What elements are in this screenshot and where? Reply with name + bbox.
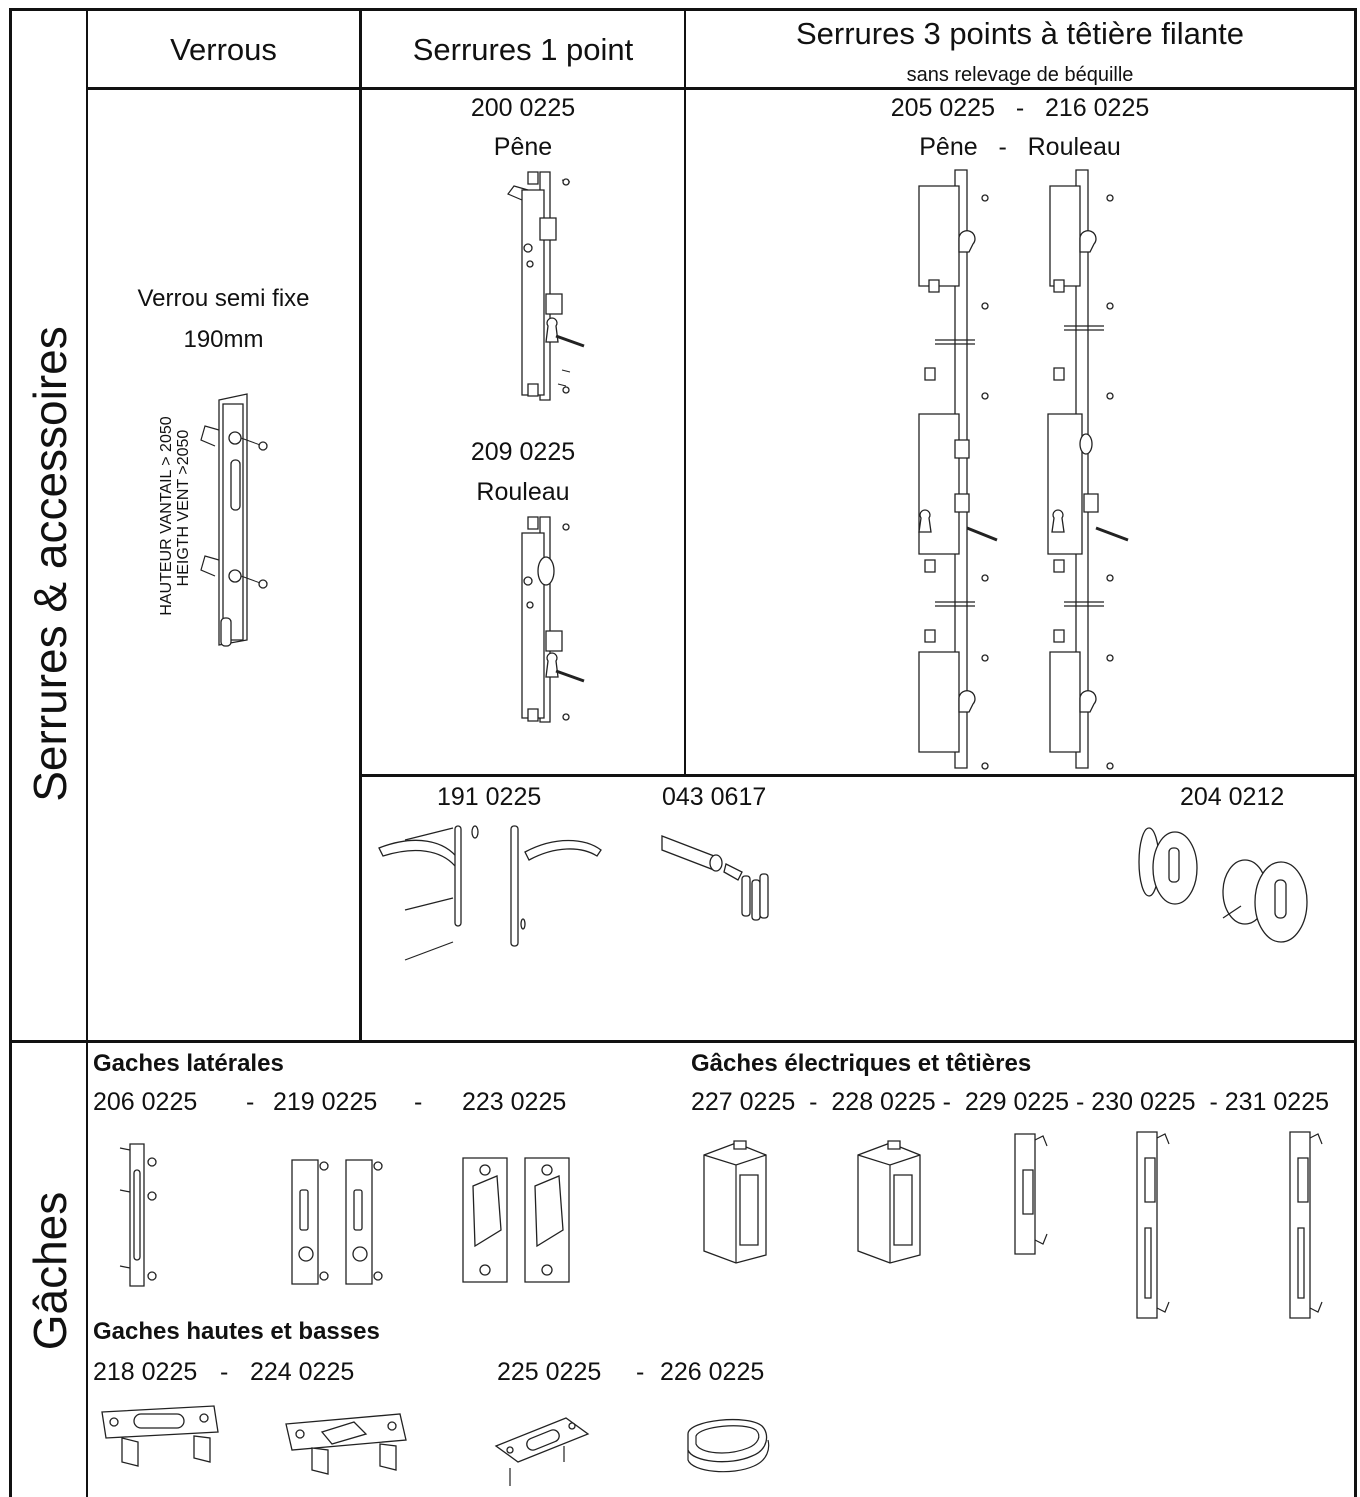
rosettes-drawing [1135,822,1315,952]
gache-219-drawing [282,1150,402,1290]
refs-gaches-electriques: 227 0225 - 228 0225 - 229 0225 - 230 022… [691,1088,1330,1116]
ref-223-0225: 223 0225 [462,1088,567,1116]
sep-3: - [220,1358,229,1386]
gache-218-drawing [98,1398,228,1478]
tetiere-231-drawing [1278,1128,1328,1324]
column-header-serrures-3-points: Serrures 3 points à têtière filante [795,16,1245,51]
verrou-semi-fixe-drawing [195,390,275,650]
ref-043-0617: 043 0617 [662,783,767,811]
ref-206-0225: 206 0225 [93,1088,198,1116]
header-row-bottom [86,87,1357,90]
section-label-divider [86,8,88,1497]
gaches-hautes-basses-title: Gaches hautes et basses [93,1318,380,1345]
lock-3-points-pene-drawing [905,168,1005,773]
verrou-size: 190mm [183,326,264,353]
verrou-label: Verrou semi fixe [137,285,310,312]
handle-set-drawing [375,820,605,980]
ref-209-0225: 209 0225 [470,438,576,466]
col-divider-1pt [684,8,686,775]
ref-204-0212: 204 0212 [1180,783,1285,811]
lock-3-points-rouleau-drawing [1040,168,1140,773]
cylinder-key-drawing [658,820,778,930]
gache-electrique-227-drawing [696,1135,786,1265]
section-divider [9,1040,1357,1043]
gache-206-drawing [112,1140,172,1290]
gache-223-drawing [455,1150,585,1290]
accessories-row-top [359,774,1357,777]
column-header-serrures-1-point: Serrures 1 point [412,32,634,67]
refs-205-216-0225: 205 0225 - 216 0225 [890,94,1150,122]
ref-191-0225: 191 0225 [437,783,542,811]
ref-225-0225: 225 0225 [497,1358,602,1386]
section-label-serrures: Serrures & accessoires [24,326,76,802]
table-border-right [1354,8,1357,1497]
column-subheader-3-points: sans relevage de béquille [906,64,1134,86]
sep-4: - [636,1358,645,1386]
lock-1-point-rouleau-drawing [500,515,590,730]
ref-224-0225: 224 0225 [250,1358,355,1386]
column-header-verrous: Verrous [170,32,277,67]
tetiere-230-drawing [1125,1128,1175,1324]
verrou-height-note-en: HEIGTH VENT >2050 [175,429,192,587]
ref-219-0225: 219 0225 [273,1088,378,1116]
lock-1-point-pene-drawing [500,170,590,405]
label-rouleau: Rouleau [476,478,570,506]
section-label-gaches: Gâches [24,1191,76,1351]
sep-2: - [414,1088,423,1116]
table-border-top [9,8,1357,11]
verrou-height-note: HAUTEUR VANTAIL > 2050 [158,416,175,616]
ref-226-0225: 226 0225 [660,1358,765,1386]
gache-226-drawing [678,1410,778,1480]
col-divider-verrous [359,8,362,1041]
labels-pene-rouleau: Pêne - Rouleau [919,133,1121,161]
ref-200-0225: 200 0225 [470,94,576,122]
gaches-laterales-title: Gaches latérales [93,1050,284,1077]
tetiere-229-drawing [1005,1130,1055,1260]
gache-224-drawing [282,1404,417,1480]
gache-225-drawing [492,1410,592,1492]
table-border-left [9,8,12,1497]
label-pene: Pêne [493,133,553,161]
ref-218-0225: 218 0225 [93,1358,198,1386]
gache-electrique-228-drawing [850,1135,940,1265]
gaches-electriques-title: Gâches électriques et têtières [691,1050,1032,1077]
sep-1: - [246,1088,255,1116]
